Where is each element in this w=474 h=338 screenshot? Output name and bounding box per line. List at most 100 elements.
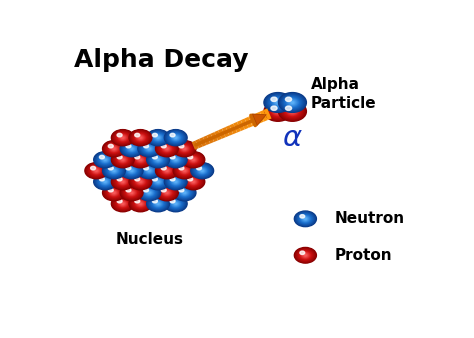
- Circle shape: [131, 153, 150, 166]
- Circle shape: [130, 174, 151, 189]
- Circle shape: [128, 168, 136, 173]
- Circle shape: [148, 148, 150, 149]
- Circle shape: [100, 156, 111, 164]
- Circle shape: [175, 159, 177, 160]
- Circle shape: [143, 166, 156, 175]
- Circle shape: [296, 212, 315, 225]
- Circle shape: [121, 185, 142, 200]
- Circle shape: [119, 157, 127, 162]
- Circle shape: [166, 148, 168, 149]
- Circle shape: [128, 190, 136, 195]
- Circle shape: [118, 178, 128, 185]
- Circle shape: [114, 154, 131, 166]
- Circle shape: [117, 177, 122, 181]
- Circle shape: [86, 163, 107, 178]
- Circle shape: [108, 145, 119, 153]
- Circle shape: [129, 152, 152, 168]
- Circle shape: [121, 163, 142, 178]
- Circle shape: [155, 136, 161, 140]
- Circle shape: [108, 144, 113, 148]
- Circle shape: [184, 153, 203, 166]
- Circle shape: [152, 177, 157, 181]
- Circle shape: [270, 105, 286, 117]
- Circle shape: [146, 169, 152, 173]
- Circle shape: [155, 141, 178, 157]
- Circle shape: [110, 168, 118, 173]
- Circle shape: [160, 166, 173, 175]
- Circle shape: [117, 133, 122, 137]
- Circle shape: [125, 166, 138, 175]
- Circle shape: [190, 157, 197, 162]
- Circle shape: [182, 147, 186, 150]
- Circle shape: [188, 156, 199, 164]
- Circle shape: [162, 167, 172, 174]
- Circle shape: [165, 174, 186, 189]
- Circle shape: [91, 167, 102, 175]
- Circle shape: [137, 135, 144, 140]
- Circle shape: [166, 131, 185, 144]
- Circle shape: [164, 129, 187, 146]
- Circle shape: [192, 163, 213, 178]
- Circle shape: [137, 202, 143, 206]
- Circle shape: [94, 174, 117, 190]
- Circle shape: [117, 200, 128, 208]
- Circle shape: [131, 131, 150, 144]
- Circle shape: [165, 169, 169, 172]
- Circle shape: [117, 155, 122, 159]
- Circle shape: [134, 199, 147, 209]
- Circle shape: [285, 106, 292, 111]
- Circle shape: [157, 159, 159, 160]
- Circle shape: [139, 163, 160, 178]
- Circle shape: [183, 174, 204, 189]
- Circle shape: [113, 131, 132, 144]
- Circle shape: [169, 133, 182, 142]
- Circle shape: [148, 170, 150, 171]
- Circle shape: [294, 211, 317, 227]
- Circle shape: [196, 166, 209, 175]
- Circle shape: [298, 250, 313, 261]
- Circle shape: [144, 167, 155, 175]
- Circle shape: [126, 189, 137, 197]
- Circle shape: [190, 179, 197, 185]
- Circle shape: [144, 144, 148, 148]
- Circle shape: [130, 191, 134, 194]
- Circle shape: [169, 177, 182, 186]
- Circle shape: [139, 159, 141, 160]
- Circle shape: [154, 135, 162, 140]
- Circle shape: [192, 159, 194, 160]
- Circle shape: [284, 97, 301, 108]
- Circle shape: [277, 102, 279, 103]
- Circle shape: [161, 188, 166, 192]
- Circle shape: [100, 155, 104, 159]
- Circle shape: [126, 144, 131, 148]
- Circle shape: [132, 154, 149, 166]
- Circle shape: [143, 188, 156, 197]
- Circle shape: [113, 148, 115, 149]
- Circle shape: [271, 98, 285, 107]
- Circle shape: [265, 93, 291, 112]
- Circle shape: [139, 185, 160, 200]
- Circle shape: [155, 180, 161, 184]
- Circle shape: [166, 197, 185, 211]
- Circle shape: [302, 253, 308, 257]
- Circle shape: [112, 147, 116, 150]
- Circle shape: [191, 180, 195, 183]
- Circle shape: [287, 98, 298, 106]
- Circle shape: [155, 185, 178, 201]
- Circle shape: [152, 155, 157, 159]
- Circle shape: [271, 106, 277, 111]
- Circle shape: [171, 156, 181, 163]
- Circle shape: [146, 129, 170, 146]
- Circle shape: [95, 152, 116, 167]
- Circle shape: [173, 163, 196, 179]
- Circle shape: [122, 181, 124, 183]
- Circle shape: [156, 136, 160, 139]
- Circle shape: [170, 156, 182, 164]
- Circle shape: [152, 133, 157, 137]
- Circle shape: [135, 177, 140, 181]
- Circle shape: [96, 175, 115, 188]
- Circle shape: [116, 133, 129, 142]
- Circle shape: [170, 199, 175, 203]
- Circle shape: [159, 165, 174, 176]
- Circle shape: [141, 143, 158, 155]
